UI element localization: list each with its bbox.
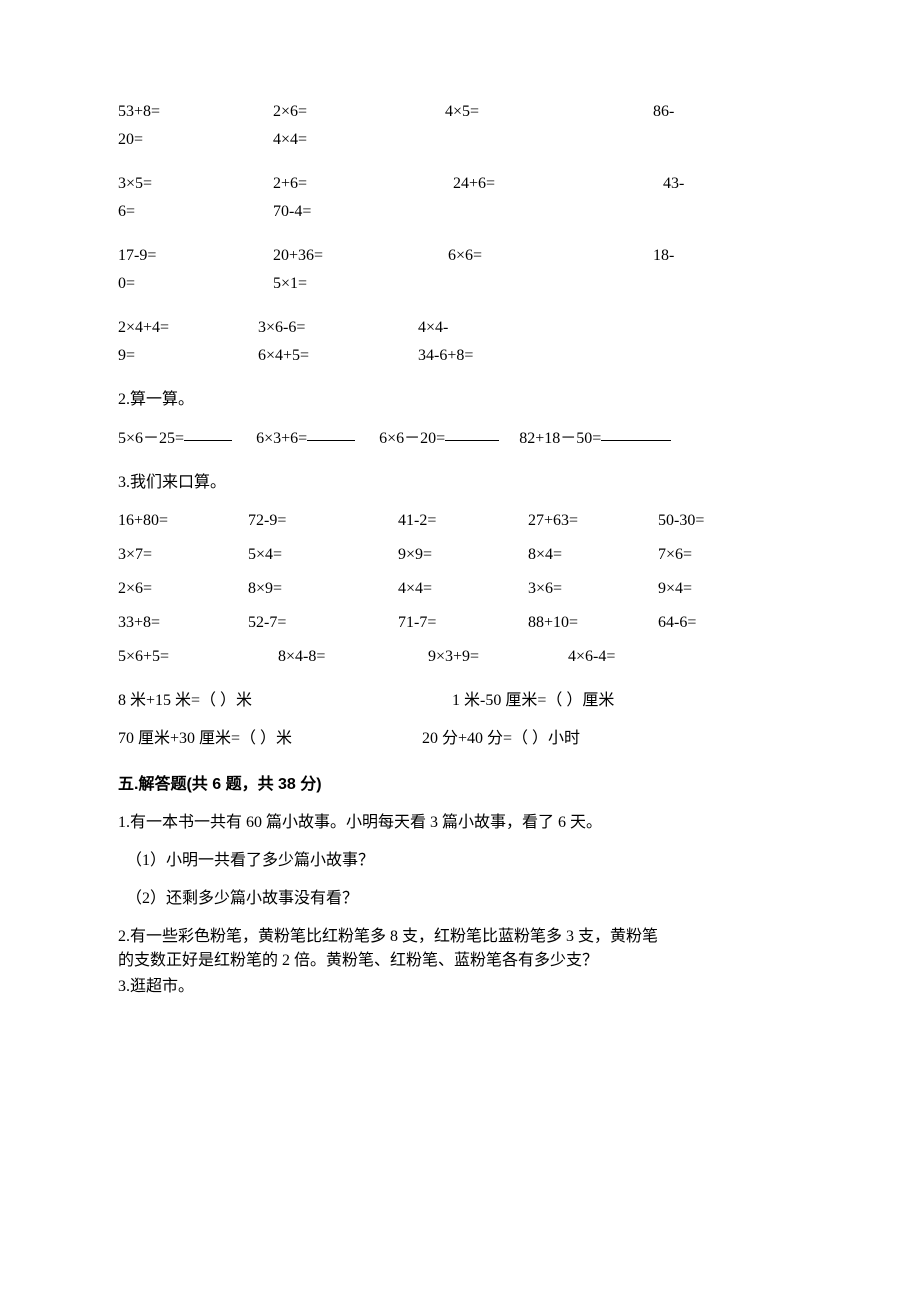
section-5-heading: 五.解答题(共 6 题，共 38 分) bbox=[118, 773, 808, 797]
q3-cell: 88+10= bbox=[528, 611, 658, 635]
q3-cell: 3×6= bbox=[528, 577, 658, 601]
calc-cell: 24+6= bbox=[453, 172, 663, 196]
calc-cell: 2×6= bbox=[273, 100, 445, 124]
calc-cell: 3×6-6= bbox=[258, 316, 418, 340]
calc-cell: 5×1= bbox=[273, 272, 307, 296]
calc-cell: 20+36= bbox=[273, 244, 448, 268]
q3-cell: 33+8= bbox=[118, 611, 248, 635]
q3-unit-line-b: 70 厘米+30 厘米=（ ）米 20 分+40 分=（ ）小时 bbox=[118, 727, 808, 751]
unit-left: 70 厘米+30 厘米=（ ）米 bbox=[118, 727, 418, 751]
calc-row: 53+8=2×6=4×5=86- bbox=[118, 100, 808, 124]
calc-block-4: 2×4+4=3×6-6=4×4- 9=6×4+5=34-6+8= bbox=[118, 316, 808, 368]
q3-cell: 9×3+9= bbox=[428, 645, 568, 669]
calc-cell: 86- bbox=[653, 100, 674, 124]
blank-underline bbox=[307, 424, 355, 441]
calc-row: 6=70-4= bbox=[118, 200, 808, 224]
calc-cell: 53+8= bbox=[118, 100, 273, 124]
q3-cell: 7×6= bbox=[658, 543, 692, 567]
q3-row: 2×6=8×9=4×4=3×6=9×4= bbox=[118, 577, 808, 601]
calc-row: 2×4+4=3×6-6=4×4- bbox=[118, 316, 808, 340]
calc-cell: 6×6= bbox=[448, 244, 653, 268]
q2-title: 2.算一算。 bbox=[118, 388, 808, 412]
calc-cell: 18- bbox=[653, 244, 674, 268]
q3-cell: 4×6-4= bbox=[568, 645, 615, 669]
calc-cell: 6×4+5= bbox=[258, 344, 418, 368]
s5-p3: 3.逛超市。 bbox=[118, 975, 808, 999]
calc-block-3: 17-9=20+36=6×6=18- 0=5×1= bbox=[118, 244, 808, 296]
calc-cell: 0= bbox=[118, 272, 273, 296]
calc-cell: 3×5= bbox=[118, 172, 273, 196]
q3-title: 3.我们来口算。 bbox=[118, 471, 808, 495]
q3-cell: 71-7= bbox=[398, 611, 528, 635]
s5-p1: 1.有一本书一共有 60 篇小故事。小明每天看 3 篇小故事，看了 6 天。 bbox=[118, 811, 808, 835]
calc-cell: 43- bbox=[663, 172, 684, 196]
q3-row: 16+80=72-9=41-2=27+63=50-30= bbox=[118, 509, 808, 533]
calc-row: 17-9=20+36=6×6=18- bbox=[118, 244, 808, 268]
q3-cell: 16+80= bbox=[118, 509, 248, 533]
q3-row: 5×6+5=8×4-8=9×3+9=4×6-4= bbox=[118, 645, 808, 669]
q3-row: 33+8=52-7=71-7=88+10=64-6= bbox=[118, 611, 808, 635]
q3-cell: 9×4= bbox=[658, 577, 692, 601]
calc-cell: 17-9= bbox=[118, 244, 273, 268]
calc-cell: 9= bbox=[118, 344, 258, 368]
q3-row: 3×7=5×4=9×9=8×4=7×6= bbox=[118, 543, 808, 567]
q3-cell: 9×9= bbox=[398, 543, 528, 567]
calc-cell: 34-6+8= bbox=[418, 344, 473, 368]
q3-cell: 8×4-8= bbox=[278, 645, 428, 669]
q3-cell: 5×4= bbox=[248, 543, 398, 567]
calc-cell: 2×4+4= bbox=[118, 316, 258, 340]
q3-cell: 52-7= bbox=[248, 611, 398, 635]
calc-row: 0=5×1= bbox=[118, 272, 808, 296]
s5-p2b: 的支数正好是红粉笔的 2 倍。黄粉笔、红粉笔、蓝粉笔各有多少支？ bbox=[118, 949, 808, 973]
calc-row: 9=6×4+5=34-6+8= bbox=[118, 344, 808, 368]
q3-cell: 5×6+5= bbox=[118, 645, 278, 669]
calc-cell: 4×4- bbox=[418, 316, 448, 340]
s5-p1a: （1）小明一共看了多少篇小故事？ bbox=[126, 849, 808, 873]
q3-cell: 8×9= bbox=[248, 577, 398, 601]
blank-underline bbox=[601, 424, 671, 441]
q3-cell: 64-6= bbox=[658, 611, 696, 635]
calc-cell: 4×4= bbox=[273, 128, 307, 152]
q2-line: 5×6－25= 6×3+6= 6×6－20= 82+18－50= bbox=[118, 426, 808, 451]
calc-cell: 2+6= bbox=[273, 172, 453, 196]
calc-row: 3×5=2+6=24+6=43- bbox=[118, 172, 808, 196]
calc-cell: 6= bbox=[118, 200, 273, 224]
q2-expr: 5×6－25= bbox=[118, 430, 184, 447]
q2-expr: 6×6－20= bbox=[379, 430, 445, 447]
q3-cell: 3×7= bbox=[118, 543, 248, 567]
s5-p2a: 2.有一些彩色粉笔，黄粉笔比红粉笔多 8 支，红粉笔比蓝粉笔多 3 支，黄粉笔 bbox=[118, 925, 808, 949]
unit-right: 20 分+40 分=（ ）小时 bbox=[422, 730, 580, 747]
blank-underline bbox=[184, 424, 232, 441]
q3-unit-line-a: 8 米+15 米=（ ）米 1 米-50 厘米=（ ）厘米 bbox=[118, 689, 808, 713]
unit-left: 8 米+15 米=（ ）米 bbox=[118, 689, 448, 713]
calc-row: 20=4×4= bbox=[118, 128, 808, 152]
calc-cell: 4×5= bbox=[445, 100, 653, 124]
blank-underline bbox=[445, 424, 499, 441]
unit-right: 1 米-50 厘米=（ ）厘米 bbox=[452, 692, 614, 709]
calc-cell: 20= bbox=[118, 128, 273, 152]
q3-cell: 27+63= bbox=[528, 509, 658, 533]
calc-block-1: 53+8=2×6=4×5=86- 20=4×4= bbox=[118, 100, 808, 152]
q3-cell: 41-2= bbox=[398, 509, 528, 533]
q3-cell: 4×4= bbox=[398, 577, 528, 601]
q2-expr: 82+18－50= bbox=[519, 430, 601, 447]
q3-cell: 2×6= bbox=[118, 577, 248, 601]
q2-expr: 6×3+6= bbox=[256, 430, 307, 447]
calc-block-2: 3×5=2+6=24+6=43- 6=70-4= bbox=[118, 172, 808, 224]
s5-p1b: （2）还剩多少篇小故事没有看？ bbox=[126, 887, 808, 911]
q3-rows: 16+80=72-9=41-2=27+63=50-30= 3×7=5×4=9×9=… bbox=[118, 509, 808, 669]
q3-cell: 50-30= bbox=[658, 509, 704, 533]
q3-cell: 8×4= bbox=[528, 543, 658, 567]
q3-cell: 72-9= bbox=[248, 509, 398, 533]
calc-cell: 70-4= bbox=[273, 200, 311, 224]
